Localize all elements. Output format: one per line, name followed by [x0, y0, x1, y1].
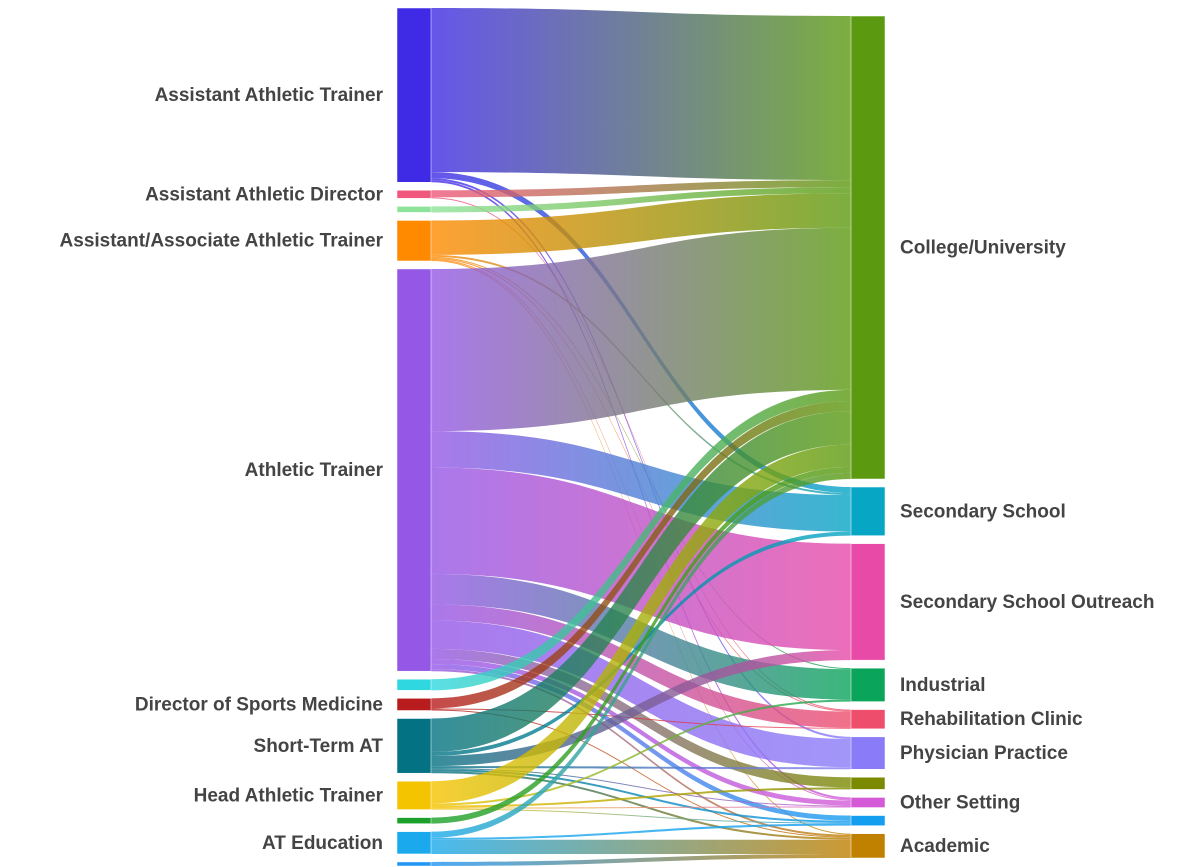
node-label: Other Setting [900, 793, 1020, 814]
node [396, 7, 432, 183]
node [396, 718, 432, 774]
node-label: Industrial [900, 675, 986, 696]
node [396, 831, 432, 855]
node-label: Director of Sports Medicine [135, 694, 383, 715]
link [431, 787, 851, 808]
node [396, 206, 432, 213]
node-label: Assistant/Associate Athletic Trainer [60, 231, 384, 252]
link [431, 709, 851, 838]
node [850, 833, 886, 859]
link [431, 193, 851, 255]
node-label: Short-Term AT [254, 736, 384, 757]
link [431, 659, 851, 806]
node [396, 780, 432, 810]
link [431, 771, 851, 840]
node [850, 667, 886, 702]
node-label: AT Education [262, 833, 383, 854]
link [431, 197, 851, 711]
link [431, 389, 851, 691]
link [431, 466, 851, 824]
node-label: Rehabilitation Clinic [900, 709, 1083, 730]
node [850, 15, 886, 480]
link [431, 604, 851, 728]
link [431, 256, 851, 670]
node-label: College/University [900, 238, 1066, 259]
link [431, 178, 851, 739]
node-label: Assistant Athletic Director [145, 184, 384, 205]
link [431, 472, 851, 838]
node-label: Athletic Trainer [245, 460, 384, 481]
link [431, 769, 851, 823]
node [396, 678, 432, 691]
node [850, 815, 886, 826]
link [431, 411, 851, 752]
link [431, 808, 851, 824]
node [396, 268, 432, 672]
link [431, 401, 851, 709]
node [850, 777, 886, 790]
node [850, 709, 886, 730]
node-label: Assistant Athletic Trainer [155, 85, 384, 106]
node-label: Physician Practice [900, 743, 1068, 764]
node-label: Secondary School Outreach [900, 592, 1154, 613]
link [431, 180, 851, 198]
node [396, 861, 432, 867]
link [431, 708, 851, 729]
link [431, 650, 851, 767]
node [396, 220, 432, 262]
link [431, 699, 851, 806]
node [396, 817, 432, 824]
link [431, 806, 851, 809]
link [431, 187, 851, 213]
link [431, 8, 851, 181]
links [431, 8, 851, 866]
link [431, 766, 851, 770]
node [396, 698, 432, 711]
link [431, 823, 851, 840]
link [431, 839, 851, 854]
node [850, 797, 886, 808]
node [850, 543, 886, 661]
link [431, 444, 851, 804]
node-label: Academic [900, 836, 990, 857]
link [431, 768, 851, 807]
link [431, 227, 851, 432]
nodes: Assistant Athletic Trainer Assistant Athl… [60, 7, 1154, 867]
link [431, 853, 851, 866]
node [850, 486, 886, 536]
link [431, 664, 851, 821]
node-label: Head Athletic Trainer [194, 785, 384, 806]
node [396, 190, 432, 199]
node-label: Secondary School [900, 501, 1066, 522]
node [850, 736, 886, 770]
